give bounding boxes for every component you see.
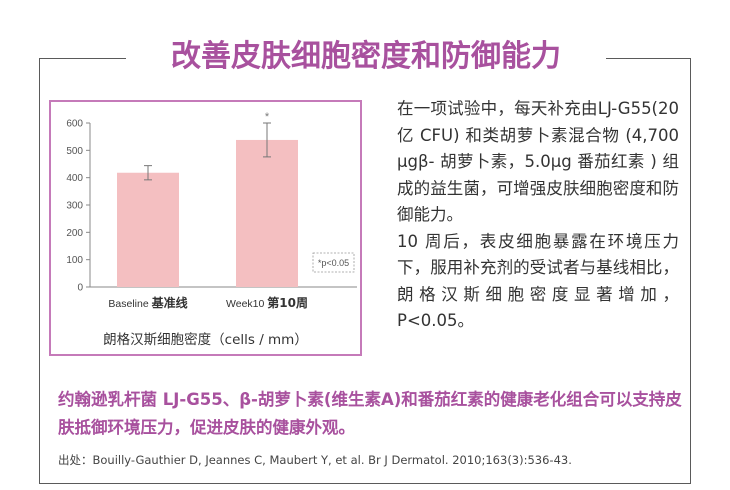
x-tick-label-zh: 基准线 — [151, 295, 188, 310]
description-paragraph-2: 10 周后，表皮细胞暴露在环境压力下，服用补充剂的受试者与基线相比，朗格汉斯细胞… — [397, 231, 679, 331]
y-tick-label: 100 — [66, 255, 83, 266]
description: 在一项试验中，每天补充由LJ-G55(20 亿 CFU) 和类胡萝卜素混合物 (… — [397, 96, 679, 335]
source-citation: 出处：Bouilly-Gauthier D, Jeannes C, Mauber… — [58, 453, 572, 467]
bar — [236, 139, 298, 287]
x-tick-label: Baseline 基准线 — [108, 295, 187, 310]
page-title: 改善皮肤细胞密度和防御能力 — [171, 39, 561, 74]
x-tick-label-en: Baseline — [108, 298, 151, 310]
bar — [117, 172, 179, 287]
y-tick-label: 300 — [66, 201, 83, 212]
frame-top-line-right — [606, 58, 691, 59]
chart-caption: 朗格汉斯细胞密度（cells / mm） — [103, 332, 308, 348]
y-tick-label: 500 — [66, 146, 83, 157]
y-tick-label: 600 — [66, 119, 83, 130]
bar-chart: 0 100 200 300 400 500 600 Baseline 基准线 * Week10 第… — [66, 111, 357, 310]
y-tick-label: 0 — [77, 283, 83, 294]
significance-legend-box — [312, 252, 355, 273]
description-paragraph-1: 在一项试验中，每天补充由LJ-G55(20 亿 CFU) 和类胡萝卜素混合物 (… — [397, 99, 679, 224]
y-tick-label: 400 — [66, 173, 83, 184]
content-frame — [39, 58, 691, 484]
x-tick-label: Week10 第10周 — [226, 295, 308, 310]
x-tick-label-zh: 第10周 — [267, 295, 308, 310]
y-tick-label: 200 — [66, 228, 83, 239]
highlight-statement: 约翰逊乳杆菌 LJ-G55、β-胡萝卜素(维生素A)和番茄红素的健康老化组合可以… — [58, 390, 682, 437]
chart-panel: 0 100 200 300 400 500 600 Baseline 基准线 * Week10 第… — [49, 100, 362, 356]
x-tick-label-en: Week10 — [226, 298, 267, 310]
significance-legend: *p<0.05 — [318, 258, 349, 268]
frame-top-line-left — [39, 58, 126, 59]
significance-marker: * — [265, 111, 270, 123]
